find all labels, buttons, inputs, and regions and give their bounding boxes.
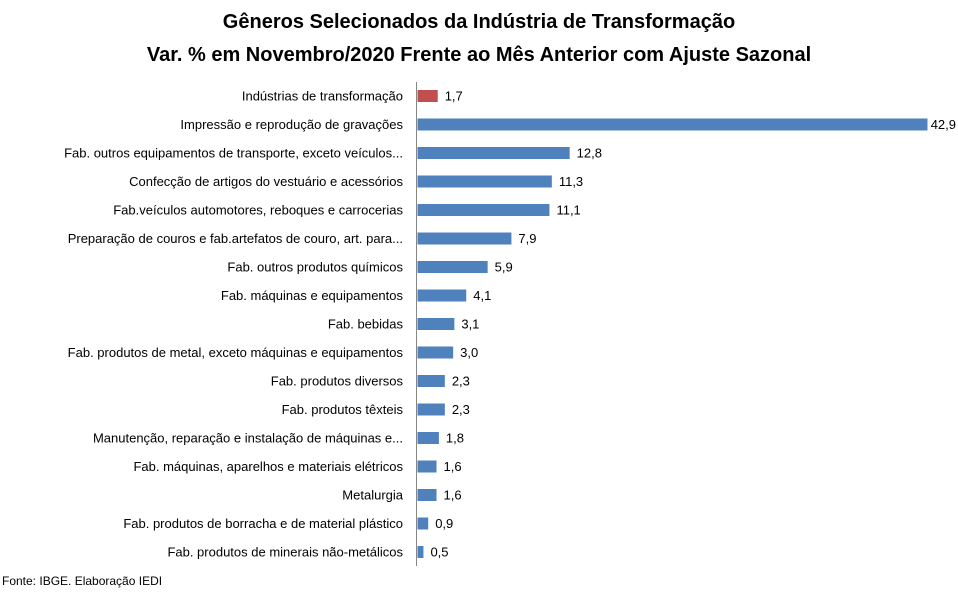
bar bbox=[417, 517, 429, 530]
bar bbox=[417, 546, 424, 558]
value-label: 5,9 bbox=[495, 260, 513, 275]
category-label: Manutenção, reparação e instalação de má… bbox=[93, 431, 403, 446]
value-label: 2,3 bbox=[452, 402, 470, 417]
value-label: 11,1 bbox=[556, 203, 580, 218]
value-labels: 1,7 42,9 12,8 11,3 11,1 7,9 5,9 4,1 3,1 3,0 2,3 2,3… bbox=[430, 89, 956, 560]
bar bbox=[417, 318, 455, 330]
category-label: Fab. produtos de metal, exceto máquinas … bbox=[68, 345, 404, 360]
bar bbox=[417, 261, 488, 273]
category-label: Fab. produtos têxteis bbox=[282, 402, 404, 417]
bar bbox=[417, 90, 438, 102]
value-label: 11,3 bbox=[559, 174, 583, 189]
bar bbox=[417, 375, 445, 387]
bar bbox=[417, 403, 445, 416]
value-label: 1,7 bbox=[445, 89, 463, 104]
category-label: Impressão e reprodução de gravações bbox=[180, 117, 403, 132]
value-label: 12,8 bbox=[577, 146, 602, 161]
value-label: 4,1 bbox=[473, 288, 491, 303]
category-label: Fab. produtos de minerais não-metálicos bbox=[167, 545, 403, 560]
value-label: 1,8 bbox=[446, 431, 464, 446]
category-label: Fab. outros produtos químicos bbox=[227, 260, 403, 275]
value-label: 0,5 bbox=[430, 545, 448, 560]
value-label: 7,9 bbox=[518, 231, 536, 246]
category-label: Fab. máquinas e equipamentos bbox=[221, 288, 404, 303]
value-label: 2,3 bbox=[452, 374, 470, 389]
bar bbox=[417, 118, 928, 131]
bar bbox=[417, 204, 550, 216]
category-label: Fab. bebidas bbox=[328, 317, 404, 332]
chart-title-line-1: Gêneros Selecionados da Indústria de Tra… bbox=[223, 11, 735, 33]
bar bbox=[417, 289, 467, 302]
category-label: Indústrias de transformação bbox=[242, 89, 403, 104]
category-label: Metalurgia bbox=[342, 488, 403, 503]
value-label: 3,0 bbox=[460, 345, 478, 360]
category-label: Fab. máquinas, aparelhos e materiais elé… bbox=[133, 459, 403, 474]
value-label: 3,1 bbox=[461, 317, 479, 332]
bar bbox=[417, 432, 439, 444]
bar bbox=[417, 175, 552, 188]
bar bbox=[417, 346, 454, 359]
chart-title-line-2: Var. % em Novembro/2020 Frente ao Mês An… bbox=[147, 44, 811, 66]
category-label: Confecção de artigos do vestuário e aces… bbox=[129, 174, 403, 189]
bar bbox=[417, 147, 570, 159]
category-label: Fab.veículos automotores, reboques e car… bbox=[113, 203, 403, 218]
category-label: Preparação de couros e fab.artefatos de … bbox=[68, 231, 403, 246]
category-labels: Indústrias de transformação Impressão e r… bbox=[64, 89, 404, 560]
value-label: 42,9 bbox=[931, 117, 956, 132]
value-label: 0,9 bbox=[435, 516, 453, 531]
bars bbox=[417, 90, 928, 558]
bar bbox=[417, 460, 437, 473]
category-label: Fab. produtos de borracha e de material … bbox=[123, 516, 403, 531]
bar bbox=[417, 232, 512, 245]
value-label: 1,6 bbox=[444, 488, 462, 503]
source-note: Fonte: IBGE. Elaboração IEDI bbox=[2, 574, 163, 588]
bar bbox=[417, 489, 437, 501]
category-label: Fab. outros equipamentos de transporte, … bbox=[64, 146, 403, 161]
value-label: 1,6 bbox=[444, 459, 462, 474]
category-label: Fab. produtos diversos bbox=[271, 374, 404, 389]
chart-title: Gêneros Selecionados da Indústria de Tra… bbox=[147, 11, 811, 66]
